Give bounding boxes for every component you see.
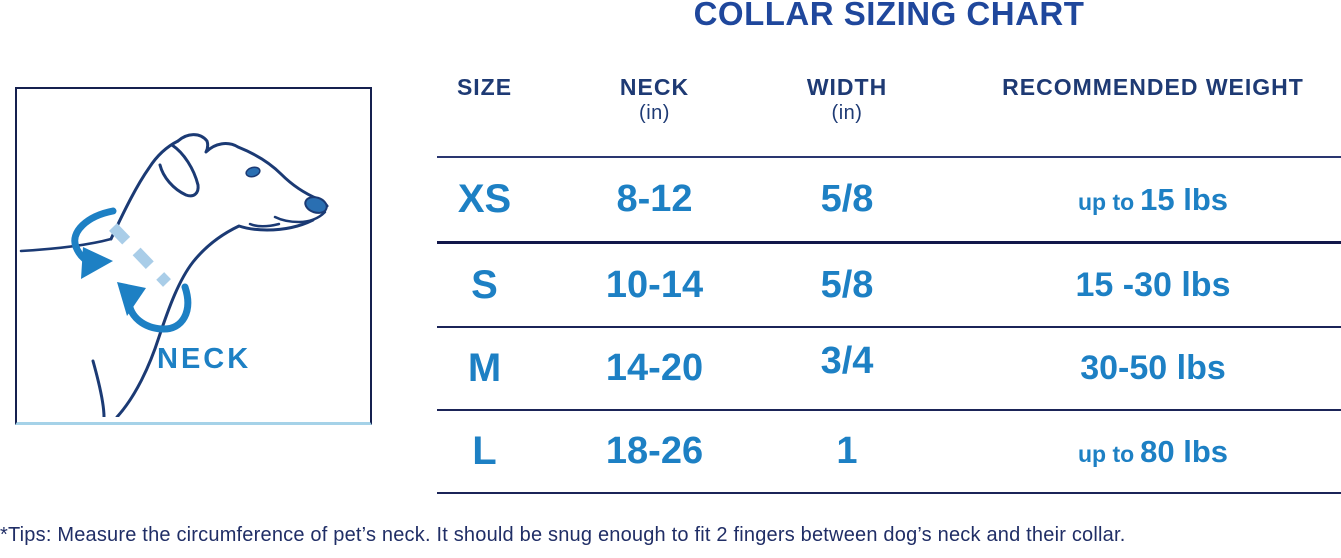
weight-value: 30-50 lbs (1080, 349, 1226, 387)
column-header-neck: NECK (in) (619, 74, 690, 124)
table-row: XS 8-12 5/8 up to 15 lbs (437, 158, 1341, 244)
neck-value: 10-14 (605, 263, 704, 306)
neck-value: 18-26 (605, 430, 704, 472)
width-value: 5/8 (820, 178, 874, 220)
size-value: L (472, 429, 497, 473)
dog-illustration-icon (19, 133, 329, 417)
sizing-table: SIZE NECK (in) WIDTH (in) RECOMMENDED WE… (437, 60, 1341, 494)
tips-text: *Tips: Measure the circumference of pet’… (0, 524, 1126, 546)
measure-arrow-lower-icon (117, 282, 192, 333)
weight-value: 15 -30 lbs (1075, 265, 1231, 304)
column-header-weight: RECOMMENDED WEIGHT (1002, 74, 1304, 100)
table-header-row: SIZE NECK (in) WIDTH (in) RECOMMENDED WE… (437, 60, 1341, 158)
size-value: M (467, 346, 502, 390)
weight-value: up to 15 lbs (1077, 181, 1229, 217)
weight-value: up to 80 lbs (1077, 433, 1229, 469)
page-title: COLLAR SIZING CHART (693, 0, 1085, 32)
dog-neck-measure-figure: NECK (15, 87, 372, 425)
table-row: M 14-20 3/4 30-50 lbs (437, 328, 1341, 411)
column-header-width: WIDTH (in) (806, 74, 888, 124)
width-value: 1 (836, 430, 858, 472)
width-value: 5/8 (820, 263, 874, 306)
column-header-size: SIZE (456, 74, 513, 100)
dog-eye-icon (245, 166, 261, 178)
size-value: XS (457, 177, 512, 221)
neck-label: NECK (157, 343, 252, 375)
neck-value: 8-12 (616, 178, 693, 220)
collar-dashed-line-icon (109, 223, 171, 287)
neck-value: 14-20 (605, 347, 704, 389)
table-row: S 10-14 5/8 15 -30 lbs (437, 244, 1341, 328)
width-value: 3/4 (820, 340, 874, 382)
table-row: L 18-26 1 up to 80 lbs (437, 411, 1341, 494)
measure-arrow-upper-icon (71, 207, 117, 279)
size-value: S (471, 262, 498, 307)
dog-nose-icon (304, 196, 328, 214)
